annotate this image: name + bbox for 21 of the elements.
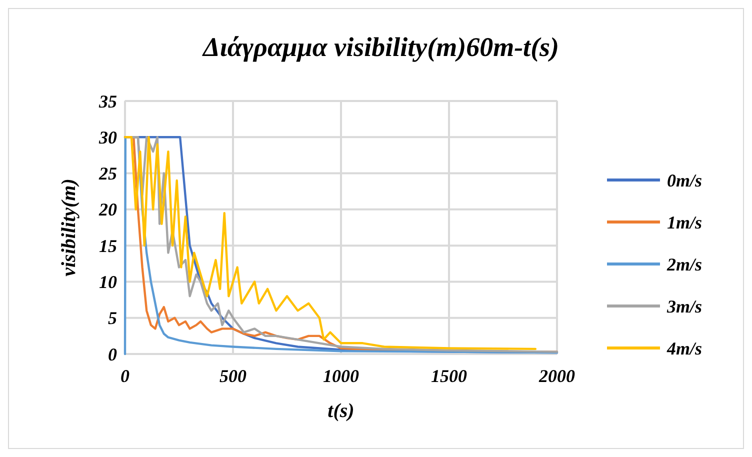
- y-tick-label: 30: [98, 127, 117, 148]
- y-tick-label: 10: [99, 272, 117, 292]
- legend-label: 2m/s: [666, 254, 702, 274]
- x-tick-label: 2000: [538, 366, 575, 386]
- x-tick-label: 1500: [431, 366, 467, 386]
- y-tick-label: 25: [98, 164, 117, 184]
- y-tick-label: 20: [98, 200, 117, 220]
- x-tick-label: 0: [120, 366, 130, 386]
- y-tick-label: 15: [99, 236, 117, 256]
- legend-label: 0m/s: [667, 170, 702, 190]
- y-axis-title: visibility(m): [58, 178, 80, 276]
- legend-label: 4m/s: [666, 338, 702, 358]
- x-tick-label: 1000: [323, 366, 359, 386]
- y-tick-label: 0: [108, 344, 117, 364]
- legend-label: 3m/s: [666, 296, 702, 316]
- y-tick-label: 5: [108, 308, 117, 328]
- x-axis-title: t(s): [328, 400, 354, 422]
- y-tick-label: 35: [98, 91, 117, 112]
- x-tick-label: 500: [220, 366, 246, 386]
- legend-label: 1m/s: [667, 212, 702, 232]
- chart-title: Διάγραμμα visibility(m)60m-t(s): [202, 32, 560, 62]
